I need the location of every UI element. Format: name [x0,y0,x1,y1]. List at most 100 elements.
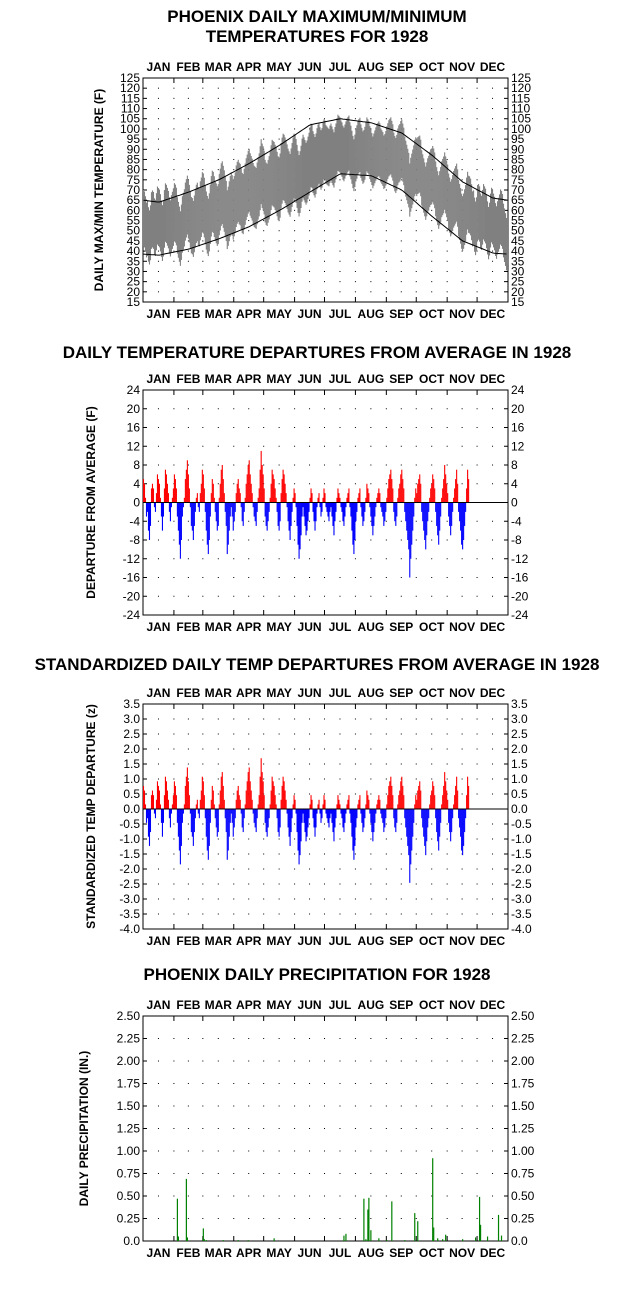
grid-dot [446,118,448,120]
grid-dot [400,868,402,870]
grid-dot [278,1218,280,1219]
grid-dot [294,483,296,485]
grid-dot [294,778,296,780]
grid-dot [400,1218,402,1219]
grid-dot [217,148,219,150]
grid-dot [461,260,463,262]
y-tick-label-left: -2.0 [119,862,140,876]
grid-dot [233,838,235,840]
grid-dot [157,763,159,765]
grid-dot [415,1218,417,1219]
grid-dot [400,240,402,242]
grid-dot [354,1128,356,1129]
grid-dot [400,118,402,120]
grid-dot [385,778,387,780]
y-tick-label-left: 1.5 [123,757,140,771]
grid-dot [173,169,175,171]
grid-dot [248,291,250,293]
grid-dot [233,1218,235,1219]
grid-dot [217,445,219,447]
grid-dot [492,748,494,750]
grid-dot [324,748,326,750]
grid-dot [415,793,417,795]
grid-dot [309,1083,311,1084]
grid-dot [309,718,311,720]
grid-dot [187,1218,189,1219]
grid-dot [278,445,280,447]
grid-dot [233,1128,235,1129]
month-label-bottom: MAY [266,307,292,321]
grid-dot [400,260,402,262]
grid-dot [263,778,265,780]
grid-dot [461,179,463,181]
grid-dot [278,558,280,560]
month-label-top: APR [236,372,262,386]
chart-title: PHOENIX DAILY PRECIPITATION FOR 1928 [143,965,490,984]
month-label-bottom: NOV [449,307,475,321]
grid-dot [370,520,372,522]
grid-dot [324,87,326,89]
grid-dot [446,97,448,99]
grid-dot [233,464,235,466]
grid-dot [370,913,372,915]
grid-dot [354,199,356,201]
grid-dot [385,260,387,262]
grid-dot [217,558,219,560]
grid-dot [309,913,311,915]
grid-dot [446,158,448,160]
grid-dot [202,823,204,825]
grid-dot [492,1195,494,1197]
month-label-top: AUG [358,372,385,386]
y-tick-label-right: 2.00 [511,1054,535,1068]
grid-dot [309,464,311,466]
grid-dot [173,1150,175,1152]
grid-dot [400,823,402,825]
grid-dot [294,520,296,522]
grid-dot [400,199,402,201]
grid-dot [217,1150,219,1152]
grid-dot [217,138,219,140]
grid-dot [354,97,356,99]
month-label-top: OCT [419,998,445,1012]
grid-dot [415,291,417,293]
y-axis-label: DEPARTURE FROM AVERAGE (F) [84,406,98,598]
grid-dot [415,220,417,222]
grid-dot [476,1060,478,1062]
grid-dot [492,883,494,885]
grid-dot [309,838,311,840]
grid-dot [431,1173,433,1174]
y-tick-label-right: 1.5 [511,757,528,771]
grid-dot [354,1195,356,1197]
grid-dot [339,209,341,211]
y-tick-label-left: 1.75 [117,1077,141,1091]
grid-dot [461,793,463,795]
grid-dot [173,823,175,825]
grid-dot [294,763,296,765]
grid-dot [187,1150,189,1152]
grid-dot [339,250,341,252]
y-tick-label-left: 0.0 [123,802,140,816]
grid-dot [157,1038,159,1039]
grid-dot [476,883,478,885]
grid-dot [400,748,402,750]
grid-dot [248,220,250,222]
grid-dot [324,118,326,120]
grid-dot [415,853,417,855]
grid-dot [278,793,280,795]
grid-dot [187,823,189,825]
grid-dot [461,1195,463,1197]
grid-dot [248,853,250,855]
grid-dot [278,240,280,242]
grid-dot [324,108,326,110]
grid-dot [431,464,433,466]
grid-dot [354,230,356,232]
grid-dot [400,281,402,283]
y-tick-label-left: 3.5 [123,697,140,711]
grid-dot [446,1083,448,1084]
grid-dot [233,883,235,885]
grid-dot [339,240,341,242]
grid-dot [431,97,433,99]
grid-dot [431,270,433,272]
grid-dot [263,1060,265,1062]
grid-dot [173,87,175,89]
